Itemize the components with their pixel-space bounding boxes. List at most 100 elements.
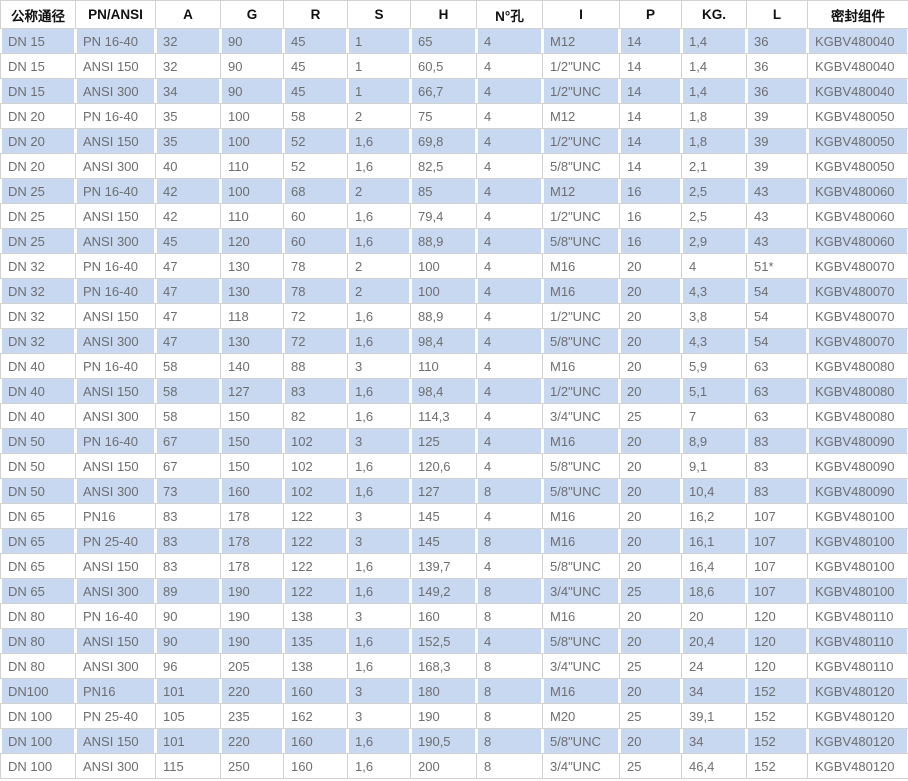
table-cell: 5/8"UNC	[542, 553, 620, 579]
table-cell: 34	[681, 728, 747, 754]
table-cell: 3/4"UNC	[542, 753, 620, 779]
table-row: DN 40 ANSI 300 58 150 82 1,6 114,3 4 3/4"UNC 25 7 6…	[0, 403, 908, 429]
table-cell: 4,3	[681, 328, 747, 354]
table-cell: 139,7	[410, 553, 477, 579]
column-header-h: H	[410, 0, 477, 29]
table-cell: KGBV480060	[807, 228, 908, 254]
table-cell: KGBV480050	[807, 128, 908, 154]
table-cell: 120,6	[410, 453, 477, 479]
table-cell: PN 16-40	[75, 353, 156, 379]
table-cell: 190	[220, 603, 284, 629]
table-row: DN 100 PN 25-40 105 235 162 3 190 8 M20 25 39,1 152…	[0, 703, 908, 729]
table-cell: 152	[746, 753, 808, 779]
table-cell: 107	[746, 528, 808, 554]
table-cell: 110	[410, 353, 477, 379]
table-cell: 43	[746, 228, 808, 254]
table-cell: DN 80	[0, 653, 76, 679]
table-cell: 89	[155, 578, 221, 604]
table-cell: KGBV480040	[807, 28, 908, 54]
table-cell: 32	[155, 53, 221, 79]
table-cell: 85	[410, 178, 477, 204]
table-cell: 2,1	[681, 153, 747, 179]
table-cell: 47	[155, 253, 221, 279]
table-cell: 8	[476, 653, 543, 679]
table-cell: 16,1	[681, 528, 747, 554]
table-cell: 1	[347, 78, 411, 104]
table-cell: 1,6	[347, 453, 411, 479]
table-cell: 83	[155, 553, 221, 579]
column-header-r: R	[283, 0, 348, 29]
table-cell: 45	[283, 53, 348, 79]
table-cell: 1,6	[347, 628, 411, 654]
table-cell: 1,4	[681, 53, 747, 79]
table-cell: 120	[746, 628, 808, 654]
table-cell: PN 16-40	[75, 28, 156, 54]
table-cell: 152	[746, 703, 808, 729]
column-header-pn-ansi: PN/ANSI	[75, 0, 156, 29]
column-header-g: G	[220, 0, 284, 29]
table-row: DN 32 PN 16-40 47 130 78 2 100 4 M16 20 4,3 54 KGBV4…	[0, 278, 908, 304]
table-cell: ANSI 150	[75, 378, 156, 404]
table-cell: 4	[476, 178, 543, 204]
table-cell: 3/4"UNC	[542, 403, 620, 429]
table-cell: 60	[283, 228, 348, 254]
table-cell: 107	[746, 578, 808, 604]
table-cell: 4,3	[681, 278, 747, 304]
table-cell: KGBV480100	[807, 553, 908, 579]
table-cell: 107	[746, 503, 808, 529]
table-cell: ANSI 150	[75, 728, 156, 754]
table-cell: ANSI 150	[75, 453, 156, 479]
table-cell: 98,4	[410, 378, 477, 404]
table-cell: 3	[347, 603, 411, 629]
table-row: DN 65 ANSI 300 89 190 122 1,6 149,2 8 3/4"UNC 25 1…	[0, 578, 908, 604]
table-cell: 83	[746, 478, 808, 504]
table-cell: 25	[619, 403, 682, 429]
table-cell: 120	[220, 228, 284, 254]
table-cell: 235	[220, 703, 284, 729]
table-cell: 20	[619, 253, 682, 279]
table-cell: 152	[746, 678, 808, 704]
table-cell: DN 40	[0, 353, 76, 379]
table-cell: 3/4"UNC	[542, 653, 620, 679]
table-cell: 20	[619, 428, 682, 454]
table-cell: 120	[746, 653, 808, 679]
table-cell: ANSI 300	[75, 328, 156, 354]
table-cell: 1,8	[681, 128, 747, 154]
table-cell: PN 16-40	[75, 603, 156, 629]
table-cell: 58	[155, 378, 221, 404]
table-cell: 3	[347, 678, 411, 704]
table-cell: ANSI 300	[75, 653, 156, 679]
table-cell: 118	[220, 303, 284, 329]
table-cell: 5/8"UNC	[542, 153, 620, 179]
table-cell: 4	[476, 553, 543, 579]
table-cell: 100	[220, 103, 284, 129]
table-cell: 1,6	[347, 578, 411, 604]
table-cell: 1/2"UNC	[542, 303, 620, 329]
table-cell: 58	[155, 353, 221, 379]
table-cell: 83	[155, 528, 221, 554]
table-cell: 42	[155, 178, 221, 204]
table-cell: KGBV480080	[807, 378, 908, 404]
table-cell: 180	[410, 678, 477, 704]
table-cell: 68	[283, 178, 348, 204]
table-cell: 178	[220, 553, 284, 579]
table-row: DN 100 ANSI 150 101 220 160 1,6 190,5 8 5/8"UNC 2…	[0, 728, 908, 754]
table-cell: 138	[283, 603, 348, 629]
table-cell: 105	[155, 703, 221, 729]
table-cell: 8	[476, 528, 543, 554]
column-header-holes: N°孔	[476, 0, 543, 29]
table-cell: 34	[681, 678, 747, 704]
table-cell: KGBV480090	[807, 428, 908, 454]
table-row: DN 32 ANSI 150 47 118 72 1,6 88,9 4 1/2"UNC 20 3,8…	[0, 303, 908, 329]
table-cell: 2,5	[681, 203, 747, 229]
table-cell: 20	[619, 278, 682, 304]
table-cell: 160	[283, 728, 348, 754]
table-cell: DN 20	[0, 103, 76, 129]
table-cell: 100	[220, 128, 284, 154]
table-cell: 20	[619, 528, 682, 554]
table-cell: 4	[476, 203, 543, 229]
table-cell: DN 40	[0, 378, 76, 404]
table-cell: 63	[746, 378, 808, 404]
table-cell: DN 15	[0, 78, 76, 104]
